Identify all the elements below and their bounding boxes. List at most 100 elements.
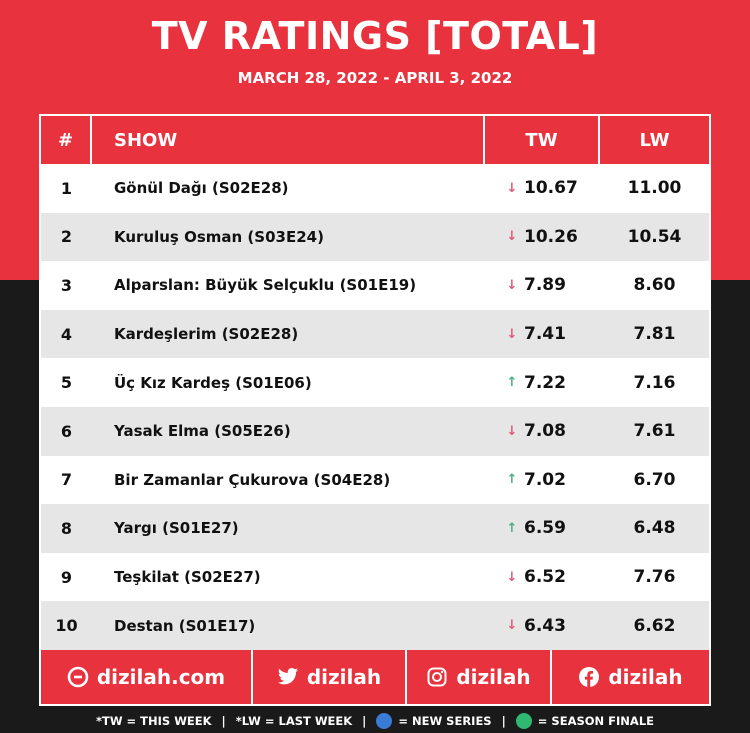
table-row: 7 Bir Zamanlar Çukurova (S04E28) ↑ 7.02 6.70 bbox=[41, 455, 709, 505]
page-title: TV RATINGS [TOTAL] bbox=[151, 14, 599, 58]
table-row: 5 Üç Kız Kardeş (S01E06) ↑ 7.22 7.16 bbox=[41, 358, 709, 407]
lw-cell: 7.61 bbox=[633, 421, 676, 442]
legend-footer: *TW = THIS WEEK | *LW = LAST WEEK | = NE… bbox=[0, 712, 750, 730]
table-row: 6 Yasak Elma (S05E26) ↓ 7.08 7.61 bbox=[41, 406, 709, 456]
show-cell: Teşkilat (S02E27) bbox=[114, 568, 261, 587]
table-header: # SHOW TW LW bbox=[41, 116, 709, 164]
ratings-table: # SHOW TW LW 1 Gönül Dağı (S02E28) ↓ 10.67 1… bbox=[39, 114, 711, 706]
table-row: 3 Alparslan: Büyük Selçuklu (S01E19) ↓ 7.89… bbox=[41, 261, 709, 310]
legend-lw: *LW = LAST WEEK bbox=[235, 714, 353, 728]
lw-cell: 11.00 bbox=[627, 178, 682, 199]
tw-cell: ↓ 10.26 bbox=[485, 227, 600, 247]
instagram-icon bbox=[426, 666, 448, 688]
header-rank: # bbox=[41, 116, 92, 164]
table-row: 8 Yargı (S01E27) ↑ 6.59 6.48 bbox=[41, 504, 709, 553]
trend-down-icon: ↓ bbox=[506, 326, 518, 342]
tw-cell: ↓ 7.08 bbox=[485, 421, 600, 441]
twitter-icon bbox=[277, 666, 299, 688]
rank-cell: 10 bbox=[55, 616, 78, 636]
facebook-link[interactable]: dizilah bbox=[552, 650, 709, 704]
twitter-link[interactable]: dizilah bbox=[253, 650, 407, 704]
legend-separator: | bbox=[362, 714, 367, 728]
show-cell: Yasak Elma (S05E26) bbox=[114, 422, 291, 441]
rank-cell: 3 bbox=[60, 275, 73, 295]
show-cell: Destan (S01E17) bbox=[114, 616, 256, 635]
social-bar: dizilah.com dizilah dizilah dizilah bbox=[41, 650, 709, 704]
legend-separator: | bbox=[221, 714, 226, 728]
instagram-label: dizilah bbox=[456, 665, 531, 689]
header-tw: TW bbox=[485, 116, 600, 164]
trend-up-icon: ↑ bbox=[506, 472, 518, 488]
facebook-label: dizilah bbox=[608, 665, 683, 689]
instagram-link[interactable]: dizilah bbox=[407, 650, 552, 704]
table-body: 1 Gönül Dağı (S02E28) ↓ 10.67 11.00 2 Kuruluş … bbox=[41, 164, 709, 650]
legend-season-finale: = SEASON FINALE bbox=[537, 714, 655, 728]
date-range: MARCH 28, 2022 - APRIL 3, 2022 bbox=[237, 69, 513, 87]
table-row: 9 Teşkilat (S02E27) ↓ 6.52 7.76 bbox=[41, 552, 709, 602]
rank-cell: 8 bbox=[60, 518, 73, 538]
lw-cell: 6.48 bbox=[633, 518, 676, 539]
lw-cell: 6.62 bbox=[633, 615, 676, 636]
new-series-badge-icon bbox=[376, 713, 393, 729]
show-cell: Gönül Dağı (S02E28) bbox=[114, 179, 289, 198]
trend-down-icon: ↓ bbox=[506, 180, 518, 196]
tw-cell: ↓ 7.89 bbox=[485, 275, 600, 295]
rank-cell: 4 bbox=[60, 324, 73, 344]
twitter-label: dizilah bbox=[306, 665, 382, 689]
show-cell: Kuruluş Osman (S03E24) bbox=[114, 227, 324, 246]
tw-value: 6.59 bbox=[524, 518, 566, 539]
show-cell: Yargı (S01E27) bbox=[114, 519, 239, 538]
tw-value: 7.02 bbox=[524, 469, 566, 490]
show-cell: Üç Kız Kardeş (S01E06) bbox=[114, 373, 312, 392]
season-finale-badge-icon bbox=[515, 713, 532, 729]
legend-separator: | bbox=[501, 714, 506, 728]
table-row: 2 Kuruluş Osman (S03E24) ↓ 10.26 10.54 bbox=[41, 212, 709, 262]
tw-cell: ↑ 7.02 bbox=[485, 470, 600, 490]
trend-down-icon: ↓ bbox=[506, 229, 518, 245]
tw-value: 7.89 bbox=[524, 275, 566, 296]
trend-up-icon: ↑ bbox=[506, 375, 518, 391]
show-cell: Alparslan: Büyük Selçuklu (S01E19) bbox=[114, 276, 417, 295]
rank-cell: 7 bbox=[60, 470, 73, 490]
tw-value: 7.08 bbox=[524, 421, 566, 442]
trend-down-icon: ↓ bbox=[506, 277, 518, 293]
table-row: 1 Gönül Dağı (S02E28) ↓ 10.67 11.00 bbox=[41, 164, 709, 213]
trend-down-icon: ↓ bbox=[506, 423, 518, 439]
rank-cell: 5 bbox=[60, 373, 73, 393]
tw-value: 7.41 bbox=[524, 324, 566, 345]
legend-new-series: = NEW SERIES bbox=[398, 714, 492, 728]
lw-cell: 6.70 bbox=[633, 469, 676, 490]
website-label: dizilah.com bbox=[96, 665, 226, 689]
show-cell: Bir Zamanlar Çukurova (S04E28) bbox=[114, 470, 391, 489]
rank-cell: 2 bbox=[60, 227, 73, 247]
lw-cell: 10.54 bbox=[627, 226, 682, 247]
tw-value: 7.22 bbox=[524, 372, 566, 393]
tw-value: 10.67 bbox=[524, 178, 578, 199]
lw-cell: 7.16 bbox=[633, 372, 676, 393]
show-cell: Kardeşlerim (S02E28) bbox=[114, 325, 299, 344]
tw-cell: ↑ 6.59 bbox=[485, 518, 600, 538]
tw-cell: ↓ 7.41 bbox=[485, 324, 600, 344]
lw-cell: 7.81 bbox=[633, 324, 676, 345]
header-show: SHOW bbox=[92, 116, 485, 164]
legend-tw: *TW = THIS WEEK bbox=[95, 714, 212, 728]
facebook-icon bbox=[578, 666, 600, 688]
tw-cell: ↓ 10.67 bbox=[485, 178, 600, 198]
lw-cell: 8.60 bbox=[633, 275, 676, 296]
rank-cell: 1 bbox=[60, 178, 73, 198]
tw-value: 6.52 bbox=[524, 567, 566, 588]
tw-value: 10.26 bbox=[524, 226, 578, 247]
tw-cell: ↑ 7.22 bbox=[485, 373, 600, 393]
trend-up-icon: ↑ bbox=[506, 520, 518, 536]
lw-cell: 7.76 bbox=[633, 567, 676, 588]
rank-cell: 9 bbox=[60, 567, 73, 587]
tw-cell: ↓ 6.43 bbox=[485, 616, 600, 636]
table-row: 4 Kardeşlerim (S02E28) ↓ 7.41 7.81 bbox=[41, 309, 709, 359]
tw-cell: ↓ 6.52 bbox=[485, 567, 600, 587]
table-row: 10 Destan (S01E17) ↓ 6.43 6.62 bbox=[41, 601, 709, 650]
tw-value: 6.43 bbox=[524, 615, 566, 636]
trend-down-icon: ↓ bbox=[506, 569, 518, 585]
website-link[interactable]: dizilah.com bbox=[41, 650, 253, 704]
header-lw: LW bbox=[639, 129, 670, 151]
dizilah-logo-icon bbox=[67, 666, 89, 688]
